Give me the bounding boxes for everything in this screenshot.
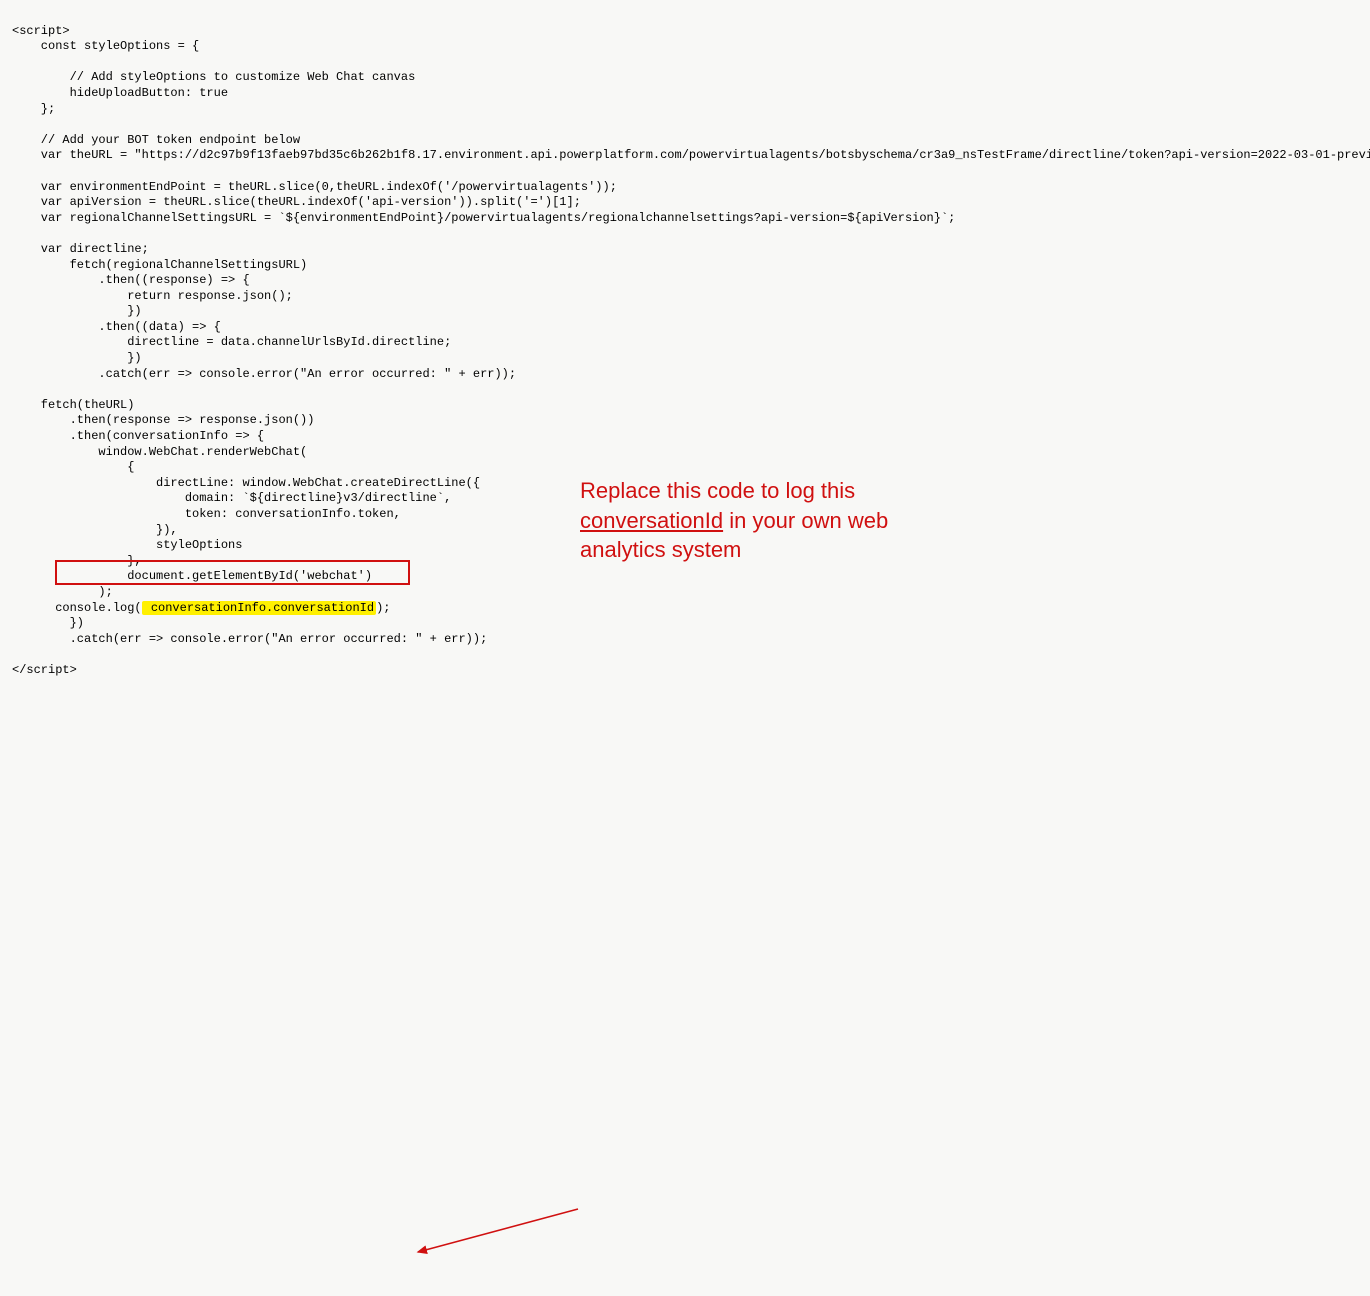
callout-text: analytics system: [580, 537, 741, 562]
code-line: var regionalChannelSettingsURL = `${envi…: [12, 211, 955, 225]
code-line: .then((response) => {: [12, 273, 250, 287]
code-block: <script> const styleOptions = { // Add s…: [0, 0, 1370, 679]
code-line: // Add styleOptions to customize Web Cha…: [12, 70, 415, 84]
code-line: return response.json();: [12, 289, 293, 303]
highlighted-code: conversationInfo.conversationId: [142, 601, 376, 615]
code-line: styleOptions: [12, 538, 242, 552]
code-line: fetch(regionalChannelSettingsURL): [12, 258, 307, 272]
code-line: const styleOptions = {: [12, 39, 199, 53]
annotation-callout: Replace this code to log this conversati…: [580, 476, 888, 565]
callout-text-underlined: conversationId: [580, 508, 723, 533]
code-line: </script>: [12, 663, 77, 677]
code-line: .then(conversationInfo => {: [12, 429, 264, 443]
code-line: token: conversationInfo.token,: [12, 507, 401, 521]
code-line: directLine: window.WebChat.createDirectL…: [12, 476, 480, 490]
code-line: },: [12, 554, 142, 568]
code-line: }): [12, 351, 142, 365]
code-line: directline = data.channelUrlsById.direct…: [12, 335, 451, 349]
code-line: }): [12, 616, 84, 630]
code-fragment: console.log(: [12, 601, 142, 615]
code-line: var directline;: [12, 242, 149, 256]
code-line: <script>: [12, 24, 70, 38]
code-line: }),: [12, 523, 178, 537]
annotation-arrow: [0, 679, 1370, 1296]
callout-text: in your own web: [723, 508, 888, 533]
code-line: .catch(err => console.error("An error oc…: [12, 367, 516, 381]
code-line: {: [12, 460, 134, 474]
code-line: }): [12, 304, 142, 318]
code-line: };: [12, 102, 55, 116]
code-line: .then(response => response.json()): [12, 413, 314, 427]
code-line: var theURL = "https://d2c97b9f13faeb97bd…: [12, 148, 1370, 162]
code-line: // Add your BOT token endpoint below: [12, 133, 300, 147]
code-line-highlighted: console.log( conversationInfo.conversati…: [12, 601, 390, 615]
code-line: var apiVersion = theURL.slice(theURL.ind…: [12, 195, 581, 209]
code-line: domain: `${directline}v3/directline`,: [12, 491, 451, 505]
code-line: fetch(theURL): [12, 398, 134, 412]
code-line: var environmentEndPoint = theURL.slice(0…: [12, 180, 617, 194]
code-line: window.WebChat.renderWebChat(: [12, 445, 307, 459]
code-line: .catch(err => console.error("An error oc…: [12, 632, 487, 646]
code-fragment: );: [376, 601, 390, 615]
code-line: );: [12, 585, 113, 599]
callout-text: Replace this code to log this: [580, 478, 855, 503]
code-line: document.getElementById('webchat'): [12, 569, 372, 583]
code-line: hideUploadButton: true: [12, 86, 228, 100]
code-line: .then((data) => {: [12, 320, 221, 334]
